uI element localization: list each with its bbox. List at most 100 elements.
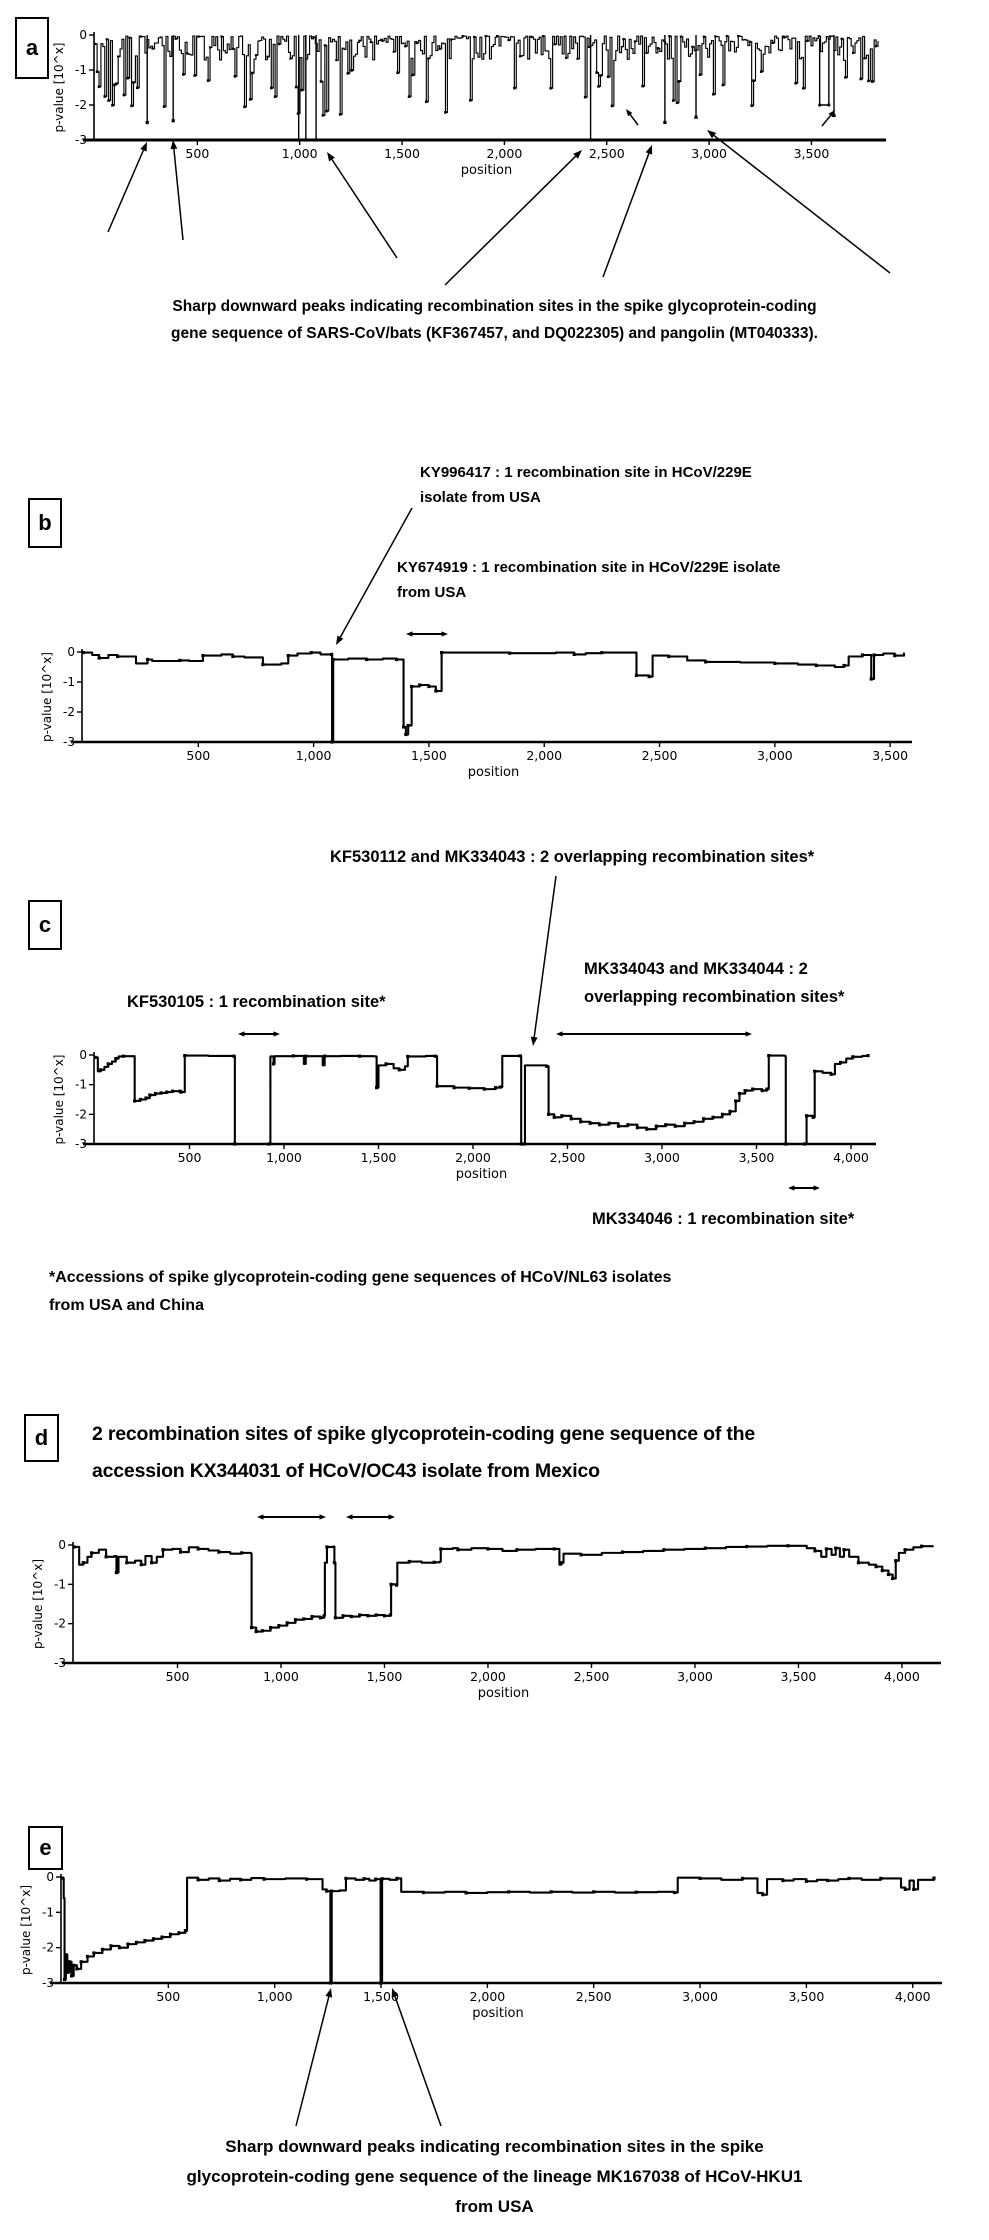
svg-text:2,500: 2,500 [589,146,625,161]
svg-text:0: 0 [79,28,87,42]
svg-text:-2: -2 [75,98,87,112]
panel-d-annotation-arrows [257,1514,395,1520]
svg-text:500: 500 [156,1989,180,2004]
panel-e-annotation-arrows [295,1988,442,2127]
svg-text:-3: -3 [75,1137,87,1151]
svg-text:-2: -2 [75,1107,87,1121]
panel-c-annotation-mk334043: MK334043 and MK334044 : 2 overlapping re… [584,955,844,1011]
panel-e-caption: Sharp downward peaks indicating recombin… [60,2132,929,2222]
svg-text:2,000: 2,000 [455,1150,491,1165]
svg-text:position: position [461,163,513,178]
svg-text:2,000: 2,000 [470,1669,506,1684]
panel-a-label: a [15,17,49,79]
panel-d-label: d [24,1414,59,1462]
svg-text:3,500: 3,500 [788,1989,824,2004]
annotation-line: KY996417 : 1 recombination site in HCoV/… [420,464,752,481]
svg-text:p-value [10^x]: p-value [10^x] [40,652,54,742]
panel-c-chart: 0 -1 -2 -3 500 1,000 1,500 2,000 2,500 3,000 3,500… [52,1048,876,1182]
panel-b-annotation-ky996417: KY996417 : 1 recombination site in HCoV/… [420,460,752,510]
svg-text:2,500: 2,500 [574,1669,610,1684]
svg-text:-2: -2 [42,1941,54,1955]
footnote-line: from USA and China [49,1297,204,1314]
panel-c-label: c [28,900,62,950]
panel-a-chart: 0 -1 -2 -3 500 1,000 1,500 2,000 2,500 3,000 3,500… [52,28,886,178]
title-line: accession KX344031 of HCoV/OC43 isolate … [92,1460,600,1482]
panel-c-annotation-kf530112: KF530112 and MK334043 : 2 overlapping re… [330,848,814,867]
svg-text:2,500: 2,500 [576,1989,612,2004]
panel-a-caption: Sharp downward peaks indicating recombin… [30,293,959,347]
svg-text:p-value [10^x]: p-value [10^x] [52,42,66,132]
svg-text:3,500: 3,500 [794,146,830,161]
svg-text:3,000: 3,000 [644,1150,680,1165]
svg-text:500: 500 [166,1669,190,1684]
svg-text:p-value [10^x]: p-value [10^x] [52,1054,66,1144]
panel-e-chart: 0 -1 -2 -3 500 1,000 1,500 2,000 2,500 3,000 3,500… [19,1870,942,2021]
panel-b-annotation-ky674919: KY674919 : 1 recombination site in HCoV/… [397,555,780,605]
footnote-line: *Accessions of spike glycoprotein-coding… [49,1269,672,1286]
svg-text:-3: -3 [75,133,87,147]
svg-text:0: 0 [58,1538,66,1552]
svg-text:-1: -1 [75,63,87,77]
caption-line: Sharp downward peaks indicating recombin… [172,298,817,315]
svg-text:position: position [468,765,520,780]
svg-text:-1: -1 [54,1577,66,1591]
svg-text:1,000: 1,000 [266,1150,302,1165]
svg-text:500: 500 [186,748,210,763]
annotation-line: from USA [397,584,467,601]
svg-text:position: position [472,2006,524,2021]
panel-b-annotation-arrows [336,507,448,645]
svg-text:-1: -1 [42,1905,54,1919]
svg-text:p-value [10^x]: p-value [10^x] [31,1559,45,1649]
svg-text:position: position [478,1686,530,1701]
svg-text:1,000: 1,000 [296,748,332,763]
panel-c-footnote: *Accessions of spike glycoprotein-coding… [49,1264,671,1320]
svg-text:-2: -2 [63,705,75,719]
svg-text:1,000: 1,000 [282,146,318,161]
panel-e-label: e [28,1826,63,1870]
svg-text:3,000: 3,000 [757,748,793,763]
svg-text:0: 0 [67,645,75,659]
svg-text:-3: -3 [54,1656,66,1670]
svg-text:1,000: 1,000 [263,1669,299,1684]
svg-text:1,500: 1,500 [411,748,447,763]
svg-text:1,500: 1,500 [384,146,420,161]
annotation-line: MK334046 : 1 recombination site* [592,1210,855,1228]
svg-text:0: 0 [46,1870,54,1884]
svg-text:2,500: 2,500 [550,1150,586,1165]
svg-text:2,000: 2,000 [526,748,562,763]
svg-text:2,000: 2,000 [469,1989,505,2004]
svg-text:1,500: 1,500 [363,1989,399,2004]
annotation-line: MK334043 and MK334044 : 2 [584,960,808,978]
caption-line: from USA [455,2197,534,2216]
panel-b-label: b [28,498,62,548]
svg-text:500: 500 [185,146,209,161]
svg-text:4,000: 4,000 [895,1989,931,2004]
caption-line: Sharp downward peaks indicating recombin… [225,2137,764,2156]
svg-text:3,000: 3,000 [691,146,727,161]
panel-c-annotation-arrows [238,875,820,1191]
svg-text:-1: -1 [63,675,75,689]
panel-d-chart: 0 -1 -2 -3 500 1,000 1,500 2,000 2,500 3,000 3,500… [31,1538,941,1701]
panel-c-annotation-kf530105: KF530105 : 1 recombination site* [127,993,386,1012]
caption-line: glycoprotein-coding gene sequence of the… [186,2167,803,2186]
title-line: 2 recombination sites of spike glycoprot… [92,1423,756,1445]
svg-text:3,000: 3,000 [682,1989,718,2004]
svg-text:0: 0 [79,1048,87,1062]
svg-text:3,500: 3,500 [872,748,908,763]
svg-text:3,000: 3,000 [677,1669,713,1684]
panel-d-title: 2 recombination sites of spike glycoprot… [92,1416,755,1490]
svg-text:3,500: 3,500 [781,1669,817,1684]
svg-text:500: 500 [178,1150,202,1165]
svg-text:-3: -3 [63,735,75,749]
svg-text:2,000: 2,000 [487,146,523,161]
panel-a-annotation-arrows [107,109,891,286]
svg-text:3,500: 3,500 [739,1150,775,1165]
svg-text:4,000: 4,000 [833,1150,869,1165]
svg-text:1,500: 1,500 [367,1669,403,1684]
svg-text:-2: -2 [54,1617,66,1631]
svg-text:1,000: 1,000 [257,1989,293,2004]
annotation-line: KY674919 : 1 recombination site in HCoV/… [397,559,781,576]
annotation-line: KF530112 and MK334043 : 2 overlapping re… [330,848,815,866]
svg-text:-1: -1 [75,1078,87,1092]
